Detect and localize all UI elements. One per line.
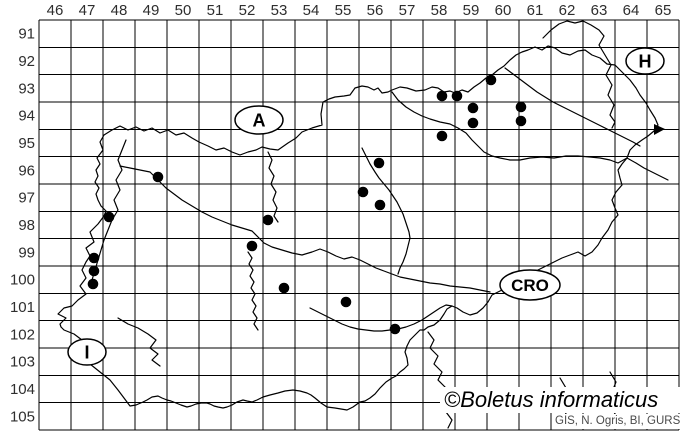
country-label-hungary: H: [639, 51, 652, 71]
col-label-62: 62: [559, 2, 576, 19]
col-label-50: 50: [175, 2, 192, 19]
row-label-101: 101: [10, 299, 35, 316]
occurrence-dot-59,94: [467, 117, 479, 129]
river-sava: [119, 165, 491, 293]
col-label-46: 46: [47, 2, 64, 19]
occurrence-dot-49,96: [152, 171, 164, 183]
col-label-56: 56: [367, 2, 384, 19]
credits-text: GIS, N. Ogris, BI, GURS: [552, 414, 680, 429]
country-label-austria: A: [253, 110, 266, 130]
row-label-92: 92: [18, 53, 35, 70]
river-kolpa: [427, 331, 453, 429]
watermark-text: ©Boletus informaticus: [440, 387, 680, 413]
river-savinja: [361, 147, 411, 275]
col-label-53: 53: [271, 2, 288, 19]
occurrence-dot-59,94: [467, 102, 479, 114]
occurrence-dot-58,95: [436, 130, 448, 142]
occurrence-dot-59,93: [451, 90, 463, 102]
occurrence-dot-56,96: [373, 157, 385, 169]
river-drava: [391, 91, 669, 181]
col-label-52: 52: [239, 2, 256, 19]
row-label-95: 95: [18, 135, 35, 152]
river-krka: [309, 304, 453, 332]
col-label-58: 58: [431, 2, 448, 19]
border-tip-arrow: [654, 124, 665, 135]
occurrence-dot-56,97: [357, 186, 369, 198]
col-label-65: 65: [655, 2, 672, 19]
occurrence-dot-58,93: [436, 90, 448, 102]
occurrence-dot-60,93: [485, 74, 497, 86]
row-label-105: 105: [10, 408, 35, 425]
occurrence-dot-53,100: [278, 282, 290, 294]
occurrence-dot-47,100: [87, 278, 99, 290]
col-label-63: 63: [591, 2, 608, 19]
col-label-61: 61: [527, 2, 544, 19]
col-label-49: 49: [143, 2, 160, 19]
col-label-54: 54: [303, 2, 320, 19]
col-label-59: 59: [463, 2, 480, 19]
row-label-96: 96: [18, 162, 35, 179]
row-label-103: 103: [10, 354, 35, 371]
occurrence-dot-52,99: [246, 240, 258, 252]
col-label-64: 64: [623, 2, 640, 19]
occurrence-dot-61,94: [515, 115, 527, 127]
river-ljubljanica: [247, 251, 259, 331]
col-label-57: 57: [399, 2, 416, 19]
country-ellipse-italy: [67, 338, 107, 366]
row-label-99: 99: [18, 244, 35, 261]
river-raba-border: [542, 20, 616, 129]
row-label-102: 102: [10, 326, 35, 343]
row-label-97: 97: [18, 190, 35, 207]
country-ellipse-austria: [234, 105, 284, 135]
col-label-47: 47: [79, 2, 96, 19]
occurrence-dot-55,101: [340, 296, 352, 308]
row-label-100: 100: [10, 272, 35, 289]
row-label-91: 91: [18, 26, 35, 43]
col-label-60: 60: [495, 2, 512, 19]
col-label-51: 51: [207, 2, 224, 19]
country-label-croatia: CRO: [511, 276, 549, 295]
occurrence-dot-48,98: [103, 211, 115, 223]
occurrence-dot-47,99: [88, 252, 100, 264]
river-kamniska: [267, 151, 279, 223]
row-label-98: 98: [18, 217, 35, 234]
col-label-55: 55: [335, 2, 352, 19]
occurrence-dot-47,100: [88, 265, 100, 277]
occurrence-dot-57,102: [389, 323, 401, 335]
occurrence-dot-56,97: [374, 199, 386, 211]
river-mura: [504, 67, 641, 147]
row-label-93: 93: [18, 80, 35, 97]
col-label-48: 48: [111, 2, 128, 19]
country-label-italy: I: [84, 342, 89, 362]
istria-river: [117, 317, 161, 367]
occurrence-dot-53,98: [262, 214, 274, 226]
slovenia-border: [57, 45, 659, 411]
country-ellipse-hungary: [625, 47, 665, 75]
row-label-94: 94: [18, 108, 35, 125]
country-ellipse-croatia: [499, 269, 561, 301]
row-label-104: 104: [10, 381, 35, 398]
occurrence-dot-61,94: [515, 101, 527, 113]
